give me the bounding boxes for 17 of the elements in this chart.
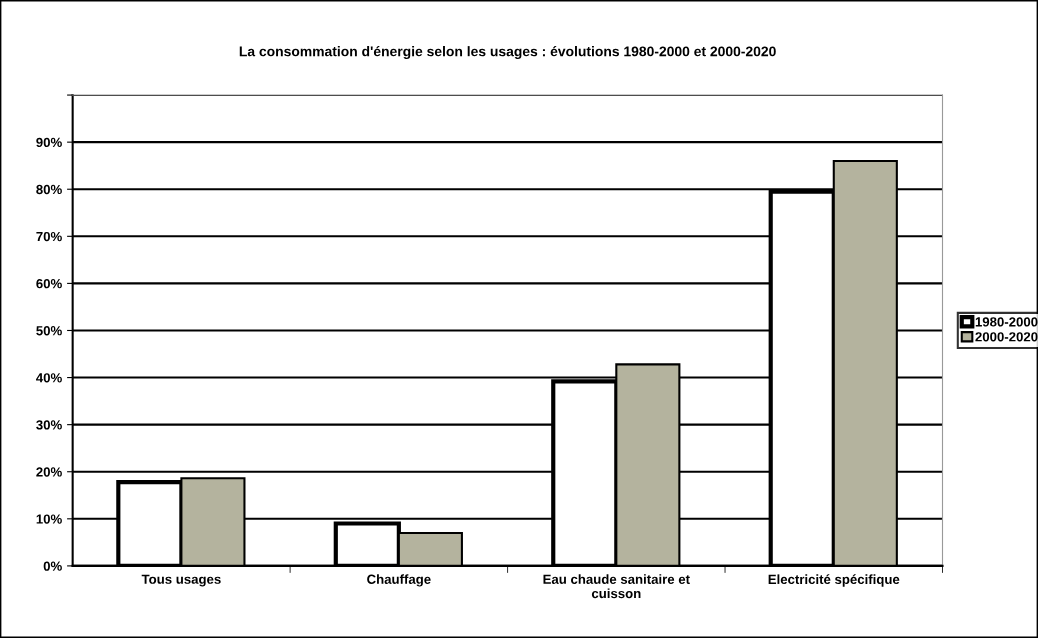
legend-label: 1980-2000: [975, 317, 1038, 327]
x-tick-label: Eau chaude sanitaire et cuisson: [543, 574, 690, 599]
y-tick-label: 40%: [36, 373, 62, 383]
y-tick-label: 0%: [43, 561, 62, 571]
y-tick-label: 30%: [36, 420, 62, 430]
y-tick-label: 90%: [36, 137, 62, 148]
y-tick-label: 20%: [36, 467, 62, 477]
legend-label: 2000-2020: [975, 332, 1038, 342]
chart-title: La consommation d'énergie selon les usages : évolutions 1980-2000 et 2000-2020: [239, 45, 776, 60]
y-tick-label: 50%: [36, 326, 62, 336]
x-tick-label: Electricité spécifique: [768, 574, 900, 587]
y-tick-label: 80%: [36, 184, 62, 195]
y-tick-label: 70%: [36, 231, 62, 242]
y-tick-label: 60%: [36, 278, 62, 289]
y-tick-label: 10%: [36, 514, 62, 524]
x-tick-label: Chauffage: [367, 574, 431, 587]
x-tick-label: Tous usages: [141, 574, 221, 587]
